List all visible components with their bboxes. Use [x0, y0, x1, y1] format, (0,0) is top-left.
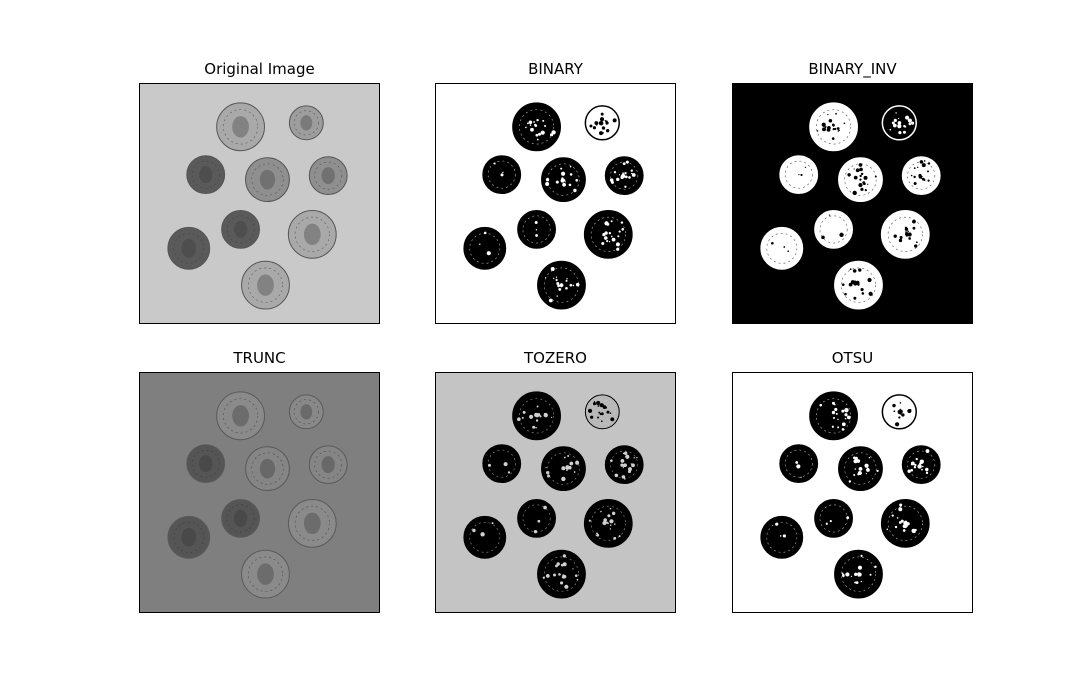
- coin-penny: [814, 498, 853, 538]
- coin-quarter: [809, 391, 858, 441]
- coin-quarter: [241, 260, 290, 310]
- coin-nickel: [541, 157, 586, 203]
- coin-quarter: [809, 102, 858, 152]
- coins-image-original: [139, 83, 380, 324]
- coin-nickel: [308, 445, 348, 485]
- coin-quarter: [537, 549, 586, 599]
- panel-title: BINARY_INV: [808, 60, 897, 78]
- coin-nickel: [604, 445, 644, 485]
- coin-nickel: [838, 157, 883, 203]
- coin-dime: [881, 105, 917, 141]
- coins-svg: [140, 373, 379, 612]
- coin-dime: [288, 105, 324, 141]
- coins-image-binary: [435, 83, 676, 324]
- coin-quarter: [583, 209, 633, 259]
- panel-title: OTSU: [831, 349, 874, 367]
- coin-quarter: [287, 209, 337, 259]
- coin-quarter: [241, 549, 290, 599]
- coin-penny: [779, 444, 819, 484]
- coin-quarter: [834, 260, 883, 310]
- coin-quarter: [880, 209, 930, 259]
- coins-image-tozero: [435, 372, 676, 613]
- panel-title: TOZERO: [524, 349, 587, 367]
- coin-dime: [584, 105, 620, 141]
- coin-nickel: [901, 445, 941, 485]
- coin-penny: [186, 444, 226, 484]
- coins-image-binary-inv: [732, 83, 973, 324]
- coin-quarter: [512, 391, 561, 441]
- coin-dime: [584, 394, 620, 430]
- coins-svg: [733, 373, 972, 612]
- coin-nickel: [901, 156, 941, 196]
- coins-svg: [733, 84, 972, 323]
- coin-quarter: [512, 102, 561, 152]
- coin-penny: [221, 498, 260, 538]
- coin-penny: [779, 155, 819, 195]
- coin-nickel: [838, 446, 883, 492]
- coins-image-trunc: [139, 372, 380, 613]
- panel-title: BINARY: [528, 60, 583, 78]
- coin-penny: [221, 209, 260, 249]
- coin-penny: [463, 515, 507, 559]
- coin-penny: [517, 498, 556, 538]
- coin-nickel: [308, 156, 348, 196]
- coin-quarter: [537, 260, 586, 310]
- coins-svg: [140, 84, 379, 323]
- panel-title: Original Image: [204, 60, 315, 78]
- coins-image-otsu: [732, 372, 973, 613]
- coin-penny: [167, 226, 211, 270]
- coin-penny: [760, 515, 804, 559]
- coin-penny: [517, 209, 556, 249]
- coin-quarter: [216, 102, 265, 152]
- coins-svg: [436, 84, 675, 323]
- coin-penny: [167, 515, 211, 559]
- coin-penny: [463, 226, 507, 270]
- coins-svg: [436, 373, 675, 612]
- coin-nickel: [245, 446, 290, 492]
- coin-quarter: [287, 498, 337, 548]
- coin-nickel: [604, 156, 644, 196]
- coin-penny: [186, 155, 226, 195]
- coin-dime: [881, 394, 917, 430]
- coin-penny: [482, 444, 522, 484]
- coin-quarter: [583, 498, 633, 548]
- coin-penny: [482, 155, 522, 195]
- coin-nickel: [541, 446, 586, 492]
- coin-quarter: [216, 391, 265, 441]
- coin-penny: [814, 209, 853, 249]
- panel-title: TRUNC: [233, 349, 286, 367]
- coin-quarter: [880, 498, 930, 548]
- coin-penny: [760, 226, 804, 270]
- coin-quarter: [834, 549, 883, 599]
- coin-dime: [288, 394, 324, 430]
- coin-nickel: [245, 157, 290, 203]
